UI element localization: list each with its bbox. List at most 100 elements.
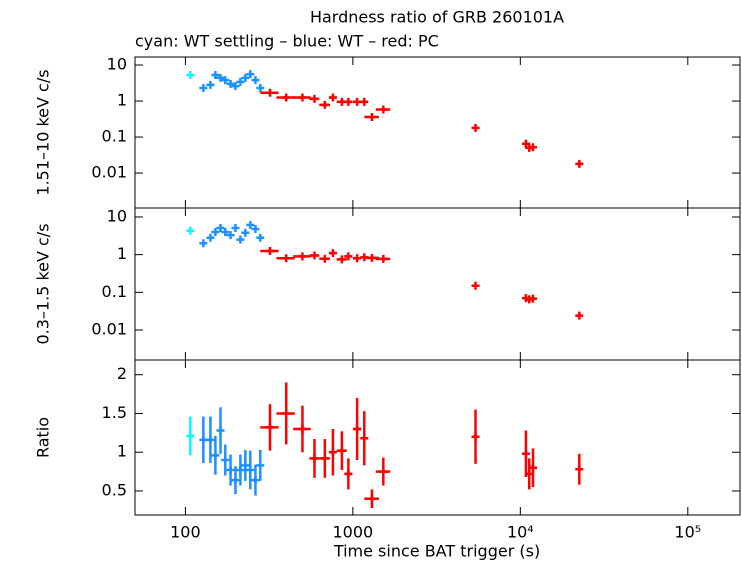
x-axis-label: Time since BAT trigger (s)	[333, 542, 540, 561]
y-tick-label: 0.1	[102, 282, 127, 301]
data-point	[367, 253, 376, 262]
data-point	[575, 159, 584, 168]
data-point	[528, 294, 537, 303]
data-point	[221, 76, 230, 85]
data-point	[246, 221, 255, 230]
data-point	[575, 311, 584, 320]
data-point	[251, 224, 260, 233]
data-point	[226, 231, 235, 240]
data-point	[256, 84, 265, 93]
data-point	[236, 77, 245, 86]
data-point	[282, 93, 291, 102]
data-point	[328, 93, 337, 102]
data-point	[360, 434, 369, 443]
data-point	[246, 466, 255, 475]
data-point	[186, 431, 195, 440]
data-point	[310, 251, 319, 260]
panel-frame	[134, 359, 741, 516]
y-axis-label: 1.51–10 keV c/s	[34, 69, 53, 195]
data-point	[186, 226, 195, 235]
y-tick-label: 10	[107, 206, 127, 225]
y-tick-label: 1	[117, 91, 127, 110]
data-point	[211, 70, 220, 79]
data-point	[471, 432, 480, 441]
data-point	[521, 449, 530, 458]
data-point	[353, 97, 362, 106]
data-point	[528, 463, 537, 472]
data-point	[236, 466, 245, 475]
x-tick-label: 1000	[333, 523, 374, 542]
data-point	[344, 252, 353, 261]
data-point	[282, 254, 291, 263]
y-axis-label: Ratio	[34, 417, 53, 458]
data-point	[216, 223, 225, 232]
data-point	[310, 94, 319, 103]
data-point	[251, 476, 260, 485]
data-point	[199, 84, 208, 93]
data-point	[367, 113, 376, 122]
y-tick-label: 0.01	[91, 163, 127, 182]
data-point	[246, 70, 255, 79]
data-point	[353, 254, 362, 263]
data-point	[320, 454, 329, 463]
data-point	[251, 76, 260, 85]
data-point	[521, 139, 530, 148]
data-point	[328, 448, 337, 457]
y-tick-label: 0.01	[91, 320, 127, 339]
chart-subtitle: cyan: WT settling – blue: WT – red: PC	[135, 32, 439, 51]
data-point	[206, 435, 215, 444]
data-point	[298, 424, 307, 433]
x-tick-label: 10⁴	[507, 523, 534, 542]
data-point	[211, 451, 220, 460]
y-axis-label: 0.3–1.5 keV c/s	[34, 223, 53, 344]
y-tick-label: 0.5	[102, 480, 127, 499]
data-point	[266, 88, 275, 97]
data-point	[379, 105, 388, 114]
data-point	[528, 143, 537, 152]
data-point	[344, 97, 353, 106]
data-point	[379, 467, 388, 476]
data-point	[216, 73, 225, 82]
data-point	[226, 79, 235, 88]
data-point	[231, 223, 240, 232]
data-point	[256, 233, 265, 242]
y-tick-label: 2	[117, 364, 127, 383]
data-point	[337, 255, 346, 264]
data-point	[266, 246, 275, 255]
data-point	[231, 82, 240, 91]
y-tick-label: 1	[117, 442, 127, 461]
chart-title: Hardness ratio of GRB 260101A	[310, 8, 564, 27]
y-tick-label: 1.5	[102, 403, 127, 422]
data-point	[353, 424, 362, 433]
y-tick-label: 0.1	[102, 127, 127, 146]
data-point	[471, 281, 480, 290]
y-tick-label: 10	[107, 55, 127, 74]
data-point	[221, 227, 230, 236]
data-point	[199, 239, 208, 248]
data-point	[320, 254, 329, 263]
data-point	[241, 461, 250, 470]
data-point	[298, 252, 307, 261]
data-point	[471, 123, 480, 132]
data-point	[231, 476, 240, 485]
data-point	[226, 466, 235, 475]
data-point	[298, 93, 307, 102]
data-point	[310, 454, 319, 463]
data-point	[221, 455, 230, 464]
data-point	[241, 228, 250, 237]
data-point	[360, 97, 369, 106]
data-point	[575, 465, 584, 474]
data-point	[367, 494, 376, 503]
y-tick-label: 1	[117, 244, 127, 263]
data-point	[328, 249, 337, 258]
data-point	[236, 235, 245, 244]
data-point	[241, 73, 250, 82]
data-point	[186, 70, 195, 79]
data-point	[282, 409, 291, 418]
data-point	[211, 227, 220, 236]
data-point	[206, 233, 215, 242]
data-point	[256, 461, 265, 470]
data-point	[379, 254, 388, 263]
x-tick-label: 100	[170, 523, 201, 542]
